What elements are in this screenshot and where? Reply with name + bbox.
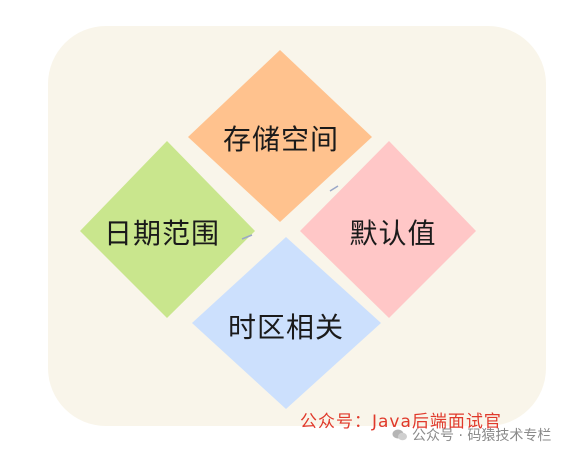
left-diamond <box>80 141 255 318</box>
left-diamond-label: 日期范围 <box>103 217 221 250</box>
wechat-icon <box>392 429 407 441</box>
bottom-diamond <box>192 237 381 409</box>
center-mark <box>329 185 339 192</box>
watermark-gray-text: 公众号 · 码猿技术专栏 <box>412 428 552 444</box>
watermark-red-text: 公众号：Java后端面试官 <box>300 412 502 432</box>
right-diamond-label: 默认值 <box>349 217 437 250</box>
center-mark <box>241 234 253 240</box>
top-diamond <box>188 50 372 222</box>
watermark-gray: 公众号 · 码猿技术专栏 <box>392 425 551 445</box>
right-diamond <box>300 141 476 318</box>
bottom-diamond-label: 时区相关 <box>227 311 345 344</box>
top-diamond-label: 存储空间 <box>222 123 340 156</box>
